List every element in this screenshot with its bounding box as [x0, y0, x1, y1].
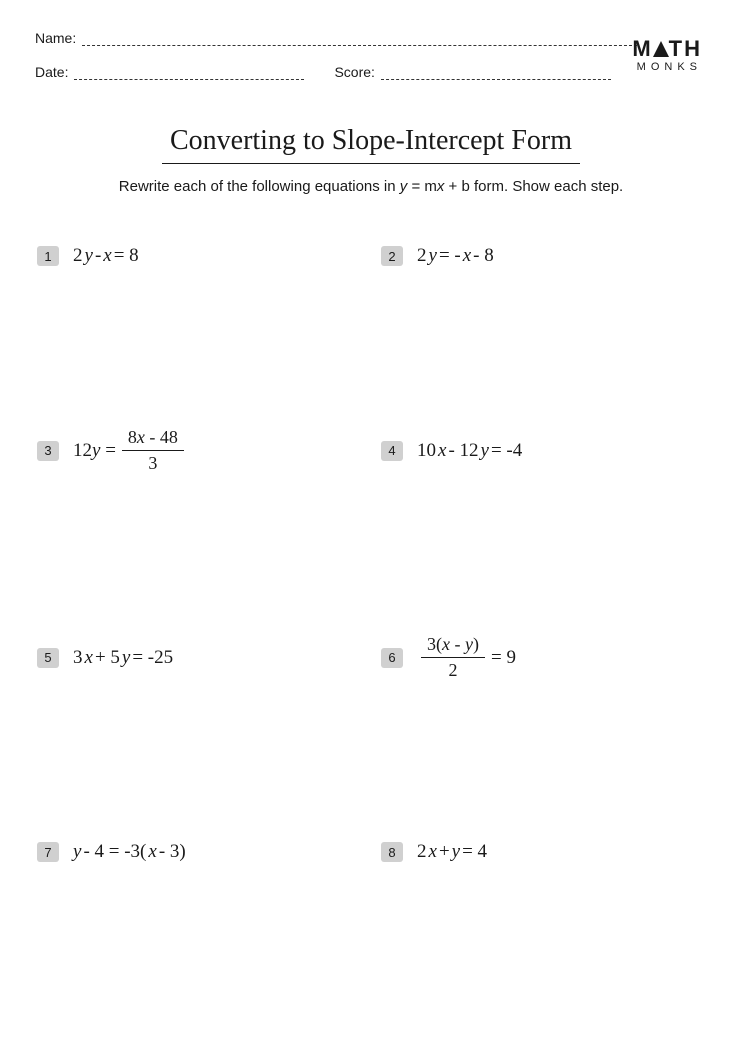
- logo-letter: M: [632, 36, 652, 61]
- date-label: Date:: [35, 64, 68, 80]
- date-line[interactable]: [74, 64, 304, 80]
- problem: 4 10x - 12y = -4: [381, 427, 705, 474]
- instr-text: Rewrite each of the following equations …: [119, 178, 400, 195]
- problem-number-badge: 4: [381, 441, 403, 461]
- score-line[interactable]: [381, 64, 611, 80]
- problem-number-badge: 6: [381, 648, 403, 668]
- fraction: 3(x - y)2: [421, 634, 485, 681]
- problem-number-badge: 2: [381, 246, 403, 266]
- equation: y - 4 = -3(x - 3): [73, 841, 186, 863]
- problem-number-badge: 5: [37, 648, 59, 668]
- logo-bottom: MONKS: [632, 62, 702, 73]
- name-line[interactable]: [82, 30, 637, 46]
- triangle-icon: [653, 41, 669, 57]
- title-wrap: Converting to Slope-Intercept Form: [35, 125, 707, 164]
- equation: 2y = - x - 8: [417, 245, 494, 267]
- problem: 7 y - 4 = -3(x - 3): [37, 841, 361, 863]
- logo: M TH MONKS: [632, 38, 702, 73]
- name-label: Name:: [35, 30, 76, 46]
- page-title: Converting to Slope-Intercept Form: [162, 125, 580, 164]
- problem: 6 3(x - y)2 = 9: [381, 634, 705, 681]
- instructions: Rewrite each of the following equations …: [35, 178, 707, 195]
- problem-number-badge: 7: [37, 842, 59, 862]
- problem: 5 3x + 5y = -25: [37, 634, 361, 681]
- problem: 8 2x + y = 4: [381, 841, 705, 863]
- logo-letter: TH: [669, 36, 702, 61]
- equation: 3(x - y)2 = 9: [417, 634, 516, 681]
- instr-text: + b form. Show each step.: [444, 178, 623, 195]
- equation: 3x + 5y = -25: [73, 647, 173, 669]
- problems-grid: 1 2y - x = 8 2 2y = - x - 8 3 12y = 8x - 483 4…: [35, 245, 707, 863]
- problem-number-badge: 3: [37, 441, 59, 461]
- score-label: Score:: [334, 64, 374, 80]
- problem-number-badge: 8: [381, 842, 403, 862]
- problem: 3 12y = 8x - 483: [37, 427, 361, 474]
- equation: 12y = 8x - 483: [73, 427, 188, 474]
- problem: 2 2y = - x - 8: [381, 245, 705, 267]
- equation: 10x - 12y = -4: [417, 440, 522, 462]
- instr-text: = m: [407, 178, 437, 195]
- fraction: 8x - 483: [122, 427, 184, 474]
- date-score-row: Date: Score:: [35, 64, 707, 80]
- problem: 1 2y - x = 8: [37, 245, 361, 267]
- logo-top: M TH: [632, 38, 702, 60]
- equation: 2y - x = 8: [73, 245, 139, 267]
- equation: 2x + y = 4: [417, 841, 487, 863]
- name-row: Name:: [35, 30, 707, 46]
- problem-number-badge: 1: [37, 246, 59, 266]
